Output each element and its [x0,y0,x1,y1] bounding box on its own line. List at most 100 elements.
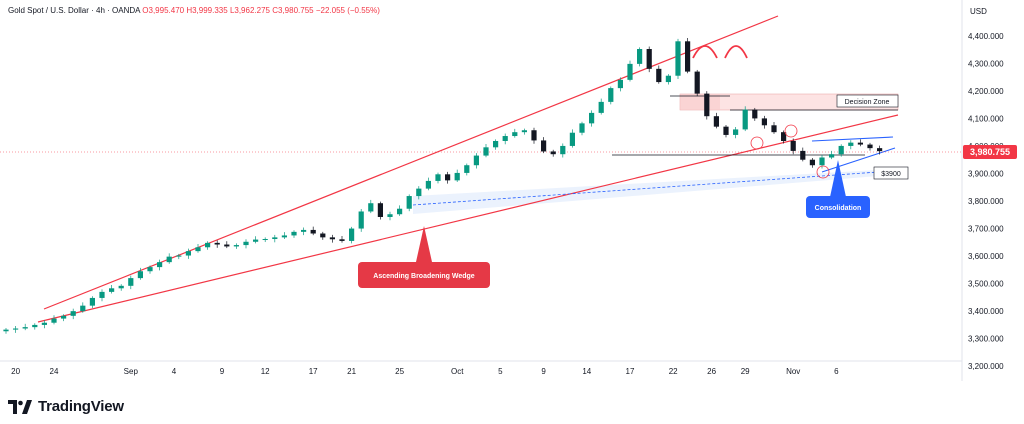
decision-zone-label-box [836,94,899,108]
candle-body [464,165,470,173]
candle-body [531,130,537,141]
candle-body [3,329,9,332]
candle-body [99,291,105,298]
candle-body [109,288,115,292]
candle-body [694,71,700,94]
candle-body [368,203,374,212]
x-tick-label: 21 [347,367,356,376]
x-tick-label: 6 [834,367,839,376]
x-tick-label: 14 [582,367,591,376]
x-tick-label: 17 [309,367,318,376]
y-tick-label: 3,900.000 [968,169,1004,178]
consolidation-label-box [806,196,870,218]
tradingview-icon [8,399,32,414]
candle-body [617,79,623,89]
x-tick-label: 9 [541,367,546,376]
x-tick-label: 5 [498,367,503,376]
consolidation-upper-line [811,136,894,142]
decision-zone-label: Decision Zone [845,99,890,106]
x-tick-label: 12 [261,367,270,376]
candle-body [685,41,691,72]
candle-body [598,101,604,113]
candle-body [253,239,259,242]
candle-body [377,203,383,217]
double-top-arc-right [724,45,748,59]
candle-body [627,63,633,80]
x-tick-label: 4 [172,367,177,376]
candle-body [646,49,652,69]
level-3900-label-box [873,166,909,180]
touch-circle-1 [750,136,764,150]
symbol-label[interactable]: Gold Spot / U.S. Dollar · 4h · OANDA [8,6,141,15]
candle-body [781,132,787,141]
candle-body [665,75,671,83]
candle-body [800,150,806,160]
candle-body [771,125,777,133]
candle-body [310,229,316,234]
candle-body [214,242,220,245]
candle-body [166,256,172,263]
wedge-label: Ascending Broadening Wedge [373,273,474,280]
ohlc-high: H3,999.335 [186,6,228,15]
y-tick-label: 3,600.000 [968,252,1004,261]
candle-body [339,239,345,241]
x-tick-label: 9 [220,367,225,376]
wedge-lower-line [37,114,899,323]
last-price-text: 3,980.755 [970,147,1010,157]
touch-circle-3 [816,165,830,179]
ohlc-low: L3,962.275 [229,6,270,15]
candle-body [195,247,201,252]
level-3900-label: $3900 [881,171,901,178]
dashed-trend-3900 [412,171,879,206]
candle-body [22,327,28,329]
candle-body [41,322,47,325]
ohlc-open: O3,995.470 [142,6,185,15]
candle-body [320,233,326,238]
candle-body [61,315,67,319]
candle-body [857,142,863,145]
decision-zone-left-shade [680,94,720,110]
y-tick-label: 3,500.000 [968,280,1004,289]
candle-body [291,231,297,236]
wedge-support-band [413,170,878,214]
chart-header: Gold Spot / U.S. Dollar · 4h · OANDA O3,… [8,6,380,15]
candle-body [742,109,748,130]
candle-body [713,116,719,127]
candle-body [829,154,835,158]
y-tick-label: 3,300.000 [968,335,1004,344]
y-tick-label: 4,300.000 [968,59,1004,68]
candle-body [89,297,95,306]
wedge-callout-pointer [416,226,432,262]
candle-body [406,196,412,209]
candle-body [704,93,710,117]
candle-body [560,145,566,155]
candle-body [656,68,662,83]
candle-body [877,148,883,152]
candle-body [512,132,518,137]
candle-body [157,262,163,268]
candle-body [349,228,355,241]
candle-body [838,145,844,155]
candle-body [848,142,854,146]
currency-label[interactable]: USD [970,7,987,16]
candle-body [32,324,38,328]
y-tick-label: 3,400.000 [968,307,1004,316]
candle-body [761,118,767,126]
candle-body [262,239,268,241]
ohlc-change: −22.055 (−0.55%) [315,6,380,15]
candle-body [80,305,86,312]
brand-name: TradingView [38,398,124,415]
candle-body [473,155,479,166]
candle-body [301,229,307,232]
candle-body [550,151,556,155]
candle-body [608,88,614,102]
candle-body [435,174,441,181]
candle-body [416,188,422,197]
candle-body [819,157,825,166]
candle-body [243,241,249,246]
y-tick-label: 4,400.000 [968,32,1004,41]
candle-body [51,318,57,323]
x-tick-label: Nov [786,367,800,376]
candle-body [13,328,19,330]
